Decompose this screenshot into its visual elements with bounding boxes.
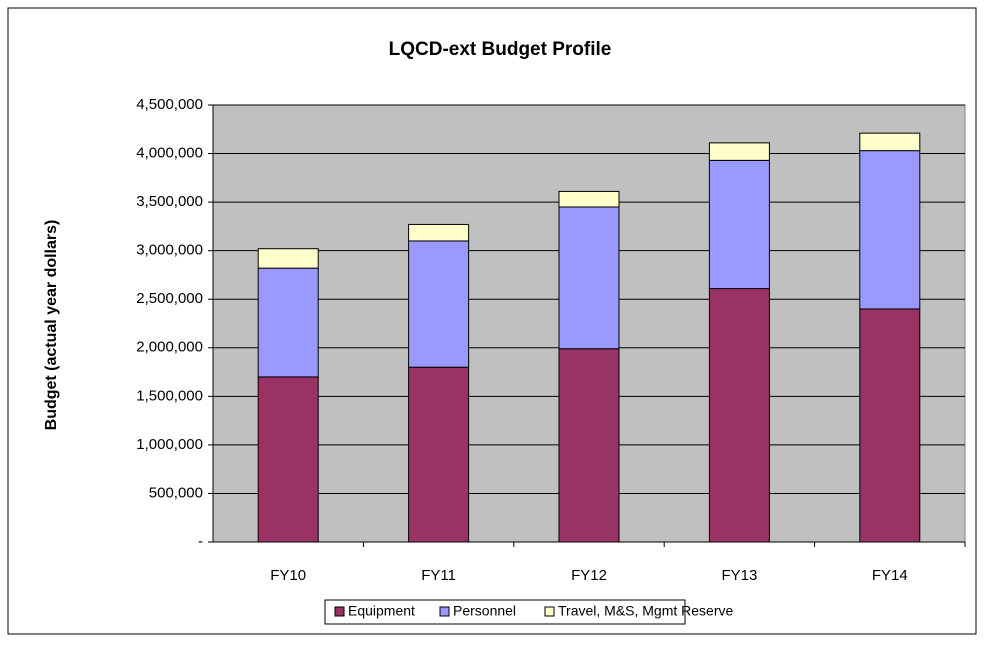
- x-tick-label: FY11: [421, 567, 456, 584]
- bar-segment: [257, 267, 319, 378]
- y-tick-label: 500,000: [149, 484, 203, 501]
- legend-label: Travel, M&S, Mgmt Reserve: [558, 603, 734, 619]
- y-tick-label: 4,500,000: [136, 96, 203, 113]
- bar-segment: [859, 308, 921, 543]
- x-tick-label: FY12: [571, 567, 607, 584]
- legend-label: Equipment: [348, 603, 415, 619]
- bar-segment: [708, 142, 770, 161]
- chart-title: LQCD-ext Budget Profile: [389, 39, 612, 60]
- y-axis-label: Budget (actual year dollars): [43, 220, 60, 431]
- bar-segment: [408, 223, 470, 242]
- y-tick-label: -: [198, 533, 203, 550]
- y-tick-label: 3,000,000: [136, 242, 203, 259]
- legend-swatch: [439, 606, 450, 617]
- bar-segment: [408, 366, 470, 543]
- y-tick-label: 1,000,000: [136, 436, 203, 453]
- bar-segment: [558, 206, 620, 350]
- x-tick-label: FY14: [872, 567, 908, 584]
- x-tick-label: FY13: [721, 567, 757, 584]
- bar-segment: [257, 248, 319, 269]
- bar-segment: [408, 240, 470, 368]
- bar-segment: [708, 288, 770, 543]
- y-tick-label: 4,000,000: [136, 145, 203, 162]
- y-tick-label: 2,500,000: [136, 290, 203, 307]
- bar-segment: [708, 159, 770, 290]
- legend-swatch: [334, 606, 345, 617]
- bar-segment: [558, 190, 620, 208]
- legend-swatch: [544, 606, 555, 617]
- bar-segment: [859, 150, 921, 310]
- y-tick-label: 3,500,000: [136, 193, 203, 210]
- legend-label: Personnel: [453, 603, 516, 619]
- bar-segment: [558, 348, 620, 543]
- y-tick-label: 2,000,000: [136, 339, 203, 356]
- y-tick-label: 1,500,000: [136, 387, 203, 404]
- bar-segment: [859, 132, 921, 152]
- legend-box: [324, 599, 686, 625]
- x-tick-label: FY10: [270, 567, 306, 584]
- bar-segment: [257, 376, 319, 543]
